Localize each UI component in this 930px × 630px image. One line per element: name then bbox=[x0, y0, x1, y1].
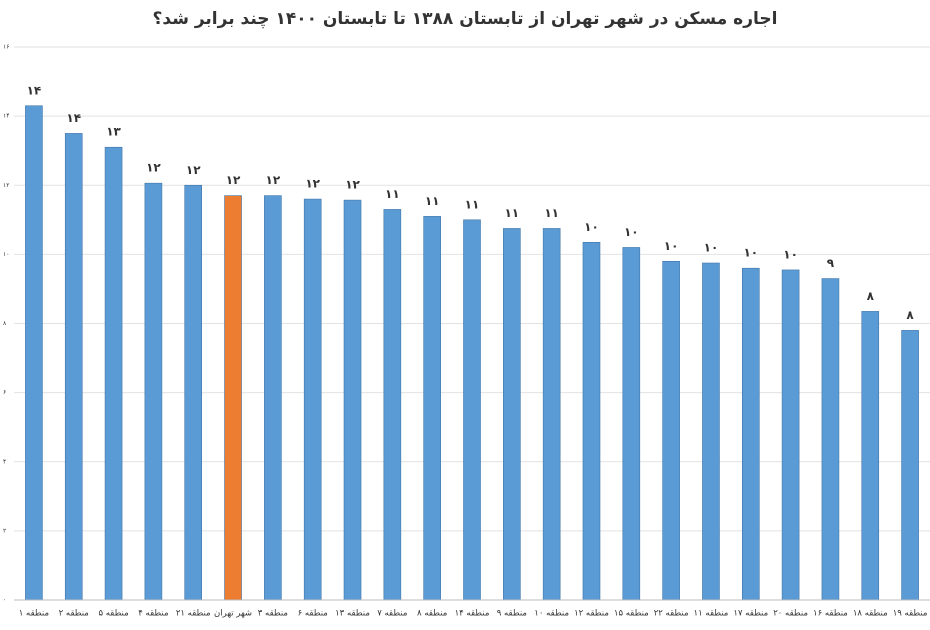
bar bbox=[104, 146, 123, 601]
bar bbox=[423, 216, 441, 601]
data-label: ۱۰ bbox=[743, 246, 758, 260]
bar bbox=[383, 209, 402, 601]
data-label: ۱۱ bbox=[504, 206, 519, 220]
bar bbox=[144, 182, 163, 601]
data-label: ۱۱ bbox=[465, 197, 480, 211]
data-label: ۱۴ bbox=[66, 111, 81, 125]
data-label: ۱۲ bbox=[345, 178, 360, 192]
bar bbox=[64, 133, 83, 601]
bar bbox=[343, 199, 362, 601]
data-label: ۱۲ bbox=[305, 177, 320, 191]
y-tick-label: ۱۲ bbox=[3, 182, 9, 189]
data-label: ۸ bbox=[906, 308, 914, 322]
bar bbox=[303, 198, 322, 601]
data-label: ۱۲ bbox=[146, 161, 161, 175]
bar bbox=[582, 241, 601, 601]
bar bbox=[184, 184, 203, 601]
x-tick-label: منطقه ۲۰ bbox=[773, 609, 808, 619]
bar bbox=[901, 330, 919, 601]
x-tick-label: منطقه ۲ bbox=[59, 609, 89, 619]
y-tick-label: ۱۰ bbox=[3, 251, 9, 258]
x-tick-label: منطقه ۱۴ bbox=[455, 609, 490, 619]
x-tick-label: منطقه ۱۵ bbox=[614, 609, 649, 619]
x-tick-label: منطقه ۹ bbox=[497, 609, 527, 619]
data-label: ۱۱ bbox=[544, 206, 559, 220]
x-tick-label: منطقه ۲۲ bbox=[654, 609, 689, 619]
data-label: ۱۰ bbox=[624, 225, 639, 239]
bar bbox=[224, 195, 242, 601]
x-tick-label: منطقه ۱۱ bbox=[694, 609, 729, 619]
bar bbox=[542, 228, 561, 601]
bar bbox=[861, 311, 880, 601]
y-tick-label: ۴ bbox=[3, 458, 6, 465]
data-label: ۹ bbox=[827, 256, 835, 270]
x-tick-label: منطقه ۱ bbox=[19, 609, 49, 619]
x-tick-label: منطقه ۱۸ bbox=[853, 609, 888, 619]
data-label: ۱۳ bbox=[106, 125, 121, 139]
y-tick-label: ۸ bbox=[3, 320, 7, 327]
x-tick-label: منطقه ۱۶ bbox=[813, 609, 848, 619]
x-tick-label: منطقه ۴ bbox=[138, 609, 168, 619]
y-tick-label: ۲ bbox=[3, 527, 6, 534]
data-label: ۱۲ bbox=[186, 163, 201, 177]
data-label: ۱۰ bbox=[664, 239, 679, 253]
y-tick-label: ۰ bbox=[3, 597, 6, 604]
bar bbox=[264, 195, 282, 601]
data-label: ۱۰ bbox=[783, 247, 798, 261]
data-label: ۱۰ bbox=[704, 241, 719, 255]
x-tick-label: منطقه ۱۲ bbox=[574, 609, 609, 619]
x-tick-label: منطقه ۱۳ bbox=[335, 609, 370, 619]
bar bbox=[741, 267, 760, 601]
y-tick-label: ۶ bbox=[3, 389, 6, 396]
x-tick-label: منطقه ۲۱ bbox=[176, 609, 211, 619]
bar bbox=[25, 105, 43, 601]
data-label: ۱۰ bbox=[584, 220, 599, 234]
x-tick-label: منطقه ۷ bbox=[377, 609, 407, 619]
bar bbox=[821, 278, 840, 601]
y-tick-label: ۱۴ bbox=[3, 113, 9, 120]
bar bbox=[781, 269, 800, 601]
x-tick-label: منطقه ۱۷ bbox=[733, 609, 768, 619]
data-label: ۱۲ bbox=[266, 173, 281, 187]
chart-title: اجاره مسکن در شهر تهران از تابستان ۱۳۸۸ … bbox=[153, 9, 778, 29]
x-tick-label: شهر تهران bbox=[214, 609, 252, 619]
x-tick-label: منطقه ۵ bbox=[98, 609, 128, 619]
data-label: ۱۱ bbox=[425, 194, 440, 208]
x-tick-label: منطقه ۱۹ bbox=[893, 609, 928, 619]
bar bbox=[622, 247, 641, 601]
x-tick-label: منطقه ۱۰ bbox=[534, 609, 569, 619]
x-tick-label: منطقه ۳ bbox=[258, 609, 288, 619]
y-tick-label: ۱۶ bbox=[3, 44, 9, 51]
data-label: ۱۴ bbox=[27, 83, 42, 97]
x-tick-label: منطقه ۸ bbox=[417, 609, 447, 619]
bar bbox=[702, 262, 720, 601]
bar bbox=[503, 228, 521, 601]
bar bbox=[463, 219, 481, 601]
bar bbox=[662, 260, 680, 601]
x-tick-label: منطقه ۶ bbox=[298, 609, 328, 619]
data-label: ۱۲ bbox=[226, 173, 241, 187]
data-label: ۸ bbox=[867, 289, 875, 303]
data-label: ۱۱ bbox=[385, 187, 400, 201]
